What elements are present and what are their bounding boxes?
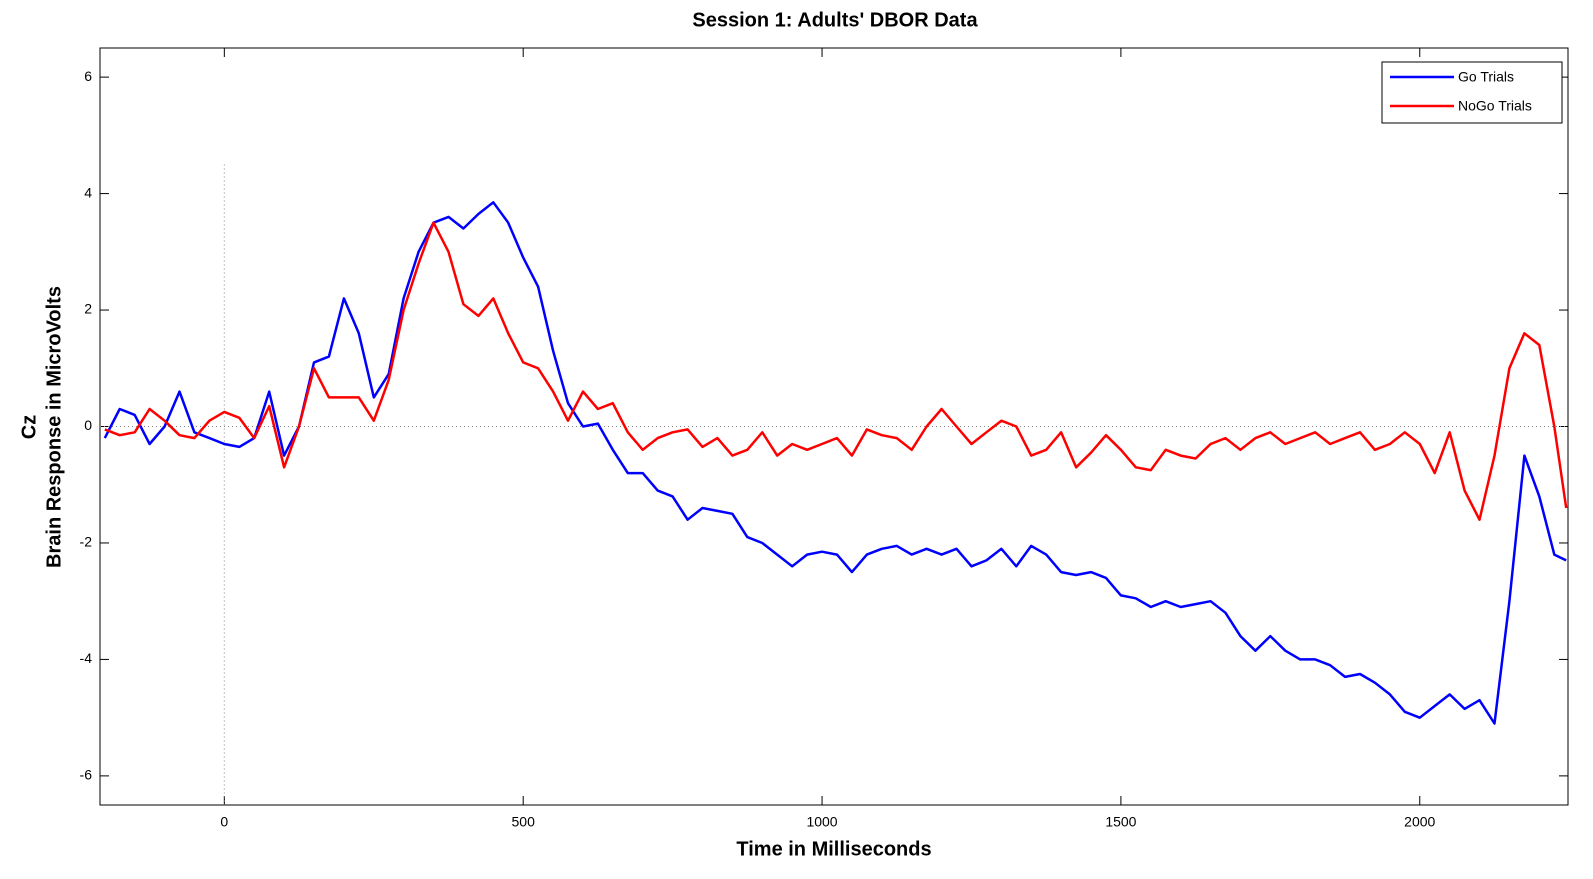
y-tick-label: -6 [80,767,93,783]
y-tick-label: 4 [84,184,92,200]
x-tick-label: 500 [512,814,536,830]
chart-title: Session 1: Adults' DBOR Data [692,9,978,31]
y-tick-label: -4 [80,650,93,666]
legend-label: NoGo Trials [1458,98,1532,114]
y-tick-label: 2 [84,301,92,317]
series-line [103,201,1567,725]
y-tick-label: 6 [84,68,92,84]
y-axis-label: Cz [18,415,40,439]
x-tick-label: 0 [220,814,228,830]
y-axis-label: Brain Response in MicroVolts [43,286,65,568]
series-line [104,221,1568,521]
y-tick-label: -2 [80,534,93,550]
x-axis-label: Time in Milliseconds [736,838,931,860]
x-tick-label: 1500 [1105,814,1136,830]
legend-label: Go Trials [1458,69,1514,85]
x-tick-label: 2000 [1404,814,1435,830]
y-tick-label: 0 [84,417,92,433]
legend-box [1381,61,1563,124]
x-tick-label: 1000 [806,814,837,830]
